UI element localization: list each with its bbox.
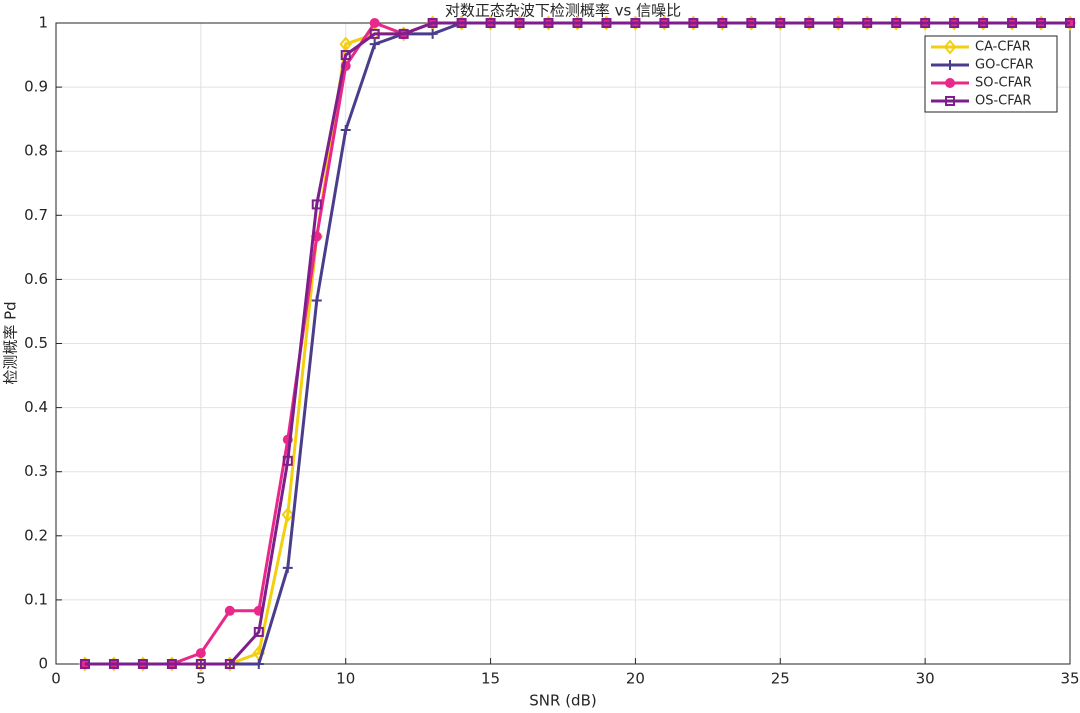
marker	[601, 18, 612, 28]
marker	[1036, 18, 1047, 28]
y-tick-label: 0.4	[24, 398, 48, 416]
marker	[833, 18, 844, 28]
y-tick-label: 1	[38, 14, 48, 32]
marker	[717, 18, 728, 28]
marker	[195, 648, 206, 659]
marker	[514, 18, 525, 28]
marker	[978, 18, 989, 28]
marker	[427, 18, 438, 28]
marker	[369, 39, 380, 50]
y-tick-label: 0.3	[24, 462, 48, 480]
marker	[369, 28, 380, 39]
marker	[746, 18, 757, 28]
x-tick-label: 5	[196, 670, 206, 688]
marker	[340, 125, 351, 136]
legend: CA-CFAR GO-CFAR SO-CFAR OS-CFAR	[924, 35, 1058, 113]
marker	[224, 659, 235, 669]
marker	[1007, 18, 1018, 28]
marker	[485, 18, 496, 28]
marker	[79, 659, 90, 669]
marker	[281, 507, 295, 523]
marker	[862, 18, 873, 28]
marker	[398, 28, 409, 39]
y-tick-label: 0	[38, 655, 48, 673]
marker	[166, 659, 177, 669]
x-tick-label: 30	[916, 670, 935, 688]
legend-label: GO-CFAR	[975, 58, 1034, 73]
marker	[224, 605, 235, 616]
marker	[369, 18, 380, 28]
marker	[456, 18, 467, 28]
x-axis-label: SNR (dB)	[529, 692, 596, 710]
marker	[659, 18, 670, 28]
series-line	[84, 21, 1070, 666]
marker	[253, 659, 264, 669]
marker	[137, 659, 148, 669]
y-tick-label: 0.2	[24, 526, 48, 544]
marker	[920, 18, 931, 28]
x-tick-label: 20	[626, 670, 645, 688]
y-tick-label: 0.6	[24, 270, 48, 288]
x-tick-label: 10	[336, 670, 355, 688]
chart-title: 对数正态杂波下检测概率 vs 信噪比	[445, 2, 681, 20]
legend-marker	[945, 96, 955, 106]
marker	[108, 659, 119, 669]
marker	[804, 18, 815, 28]
marker	[311, 295, 322, 306]
y-tick-label: 0.7	[24, 206, 48, 224]
marker	[688, 18, 699, 28]
marker	[253, 626, 264, 637]
marker	[195, 659, 206, 669]
x-tick-label: 0	[51, 670, 61, 688]
y-axis-label: 检测概率 Pd	[2, 301, 20, 384]
marker	[891, 18, 902, 28]
legend-label: OS-CFAR	[975, 94, 1031, 109]
marker	[1065, 18, 1075, 28]
marker	[311, 199, 322, 210]
y-tick-label: 0.5	[24, 334, 48, 352]
y-tick-label: 0.1	[24, 590, 48, 608]
marker	[282, 455, 293, 466]
y-tick-label: 0.8	[24, 142, 48, 160]
legend-marker	[945, 60, 955, 70]
marker	[427, 28, 438, 39]
marker	[543, 18, 554, 28]
marker	[630, 18, 641, 28]
marker	[282, 562, 293, 573]
marker	[340, 50, 351, 61]
x-tick-label: 25	[771, 670, 790, 688]
marker	[775, 18, 786, 28]
legend-label: SO-CFAR	[975, 76, 1032, 91]
legend-label: CA-CFAR	[975, 40, 1031, 55]
legend-marker	[943, 39, 957, 55]
x-tick-label: 15	[481, 670, 500, 688]
y-tick-label: 0.9	[24, 78, 48, 96]
legend-marker	[945, 78, 955, 88]
marker	[949, 18, 960, 28]
x-tick-label: 35	[1060, 670, 1079, 688]
marker	[572, 18, 583, 28]
